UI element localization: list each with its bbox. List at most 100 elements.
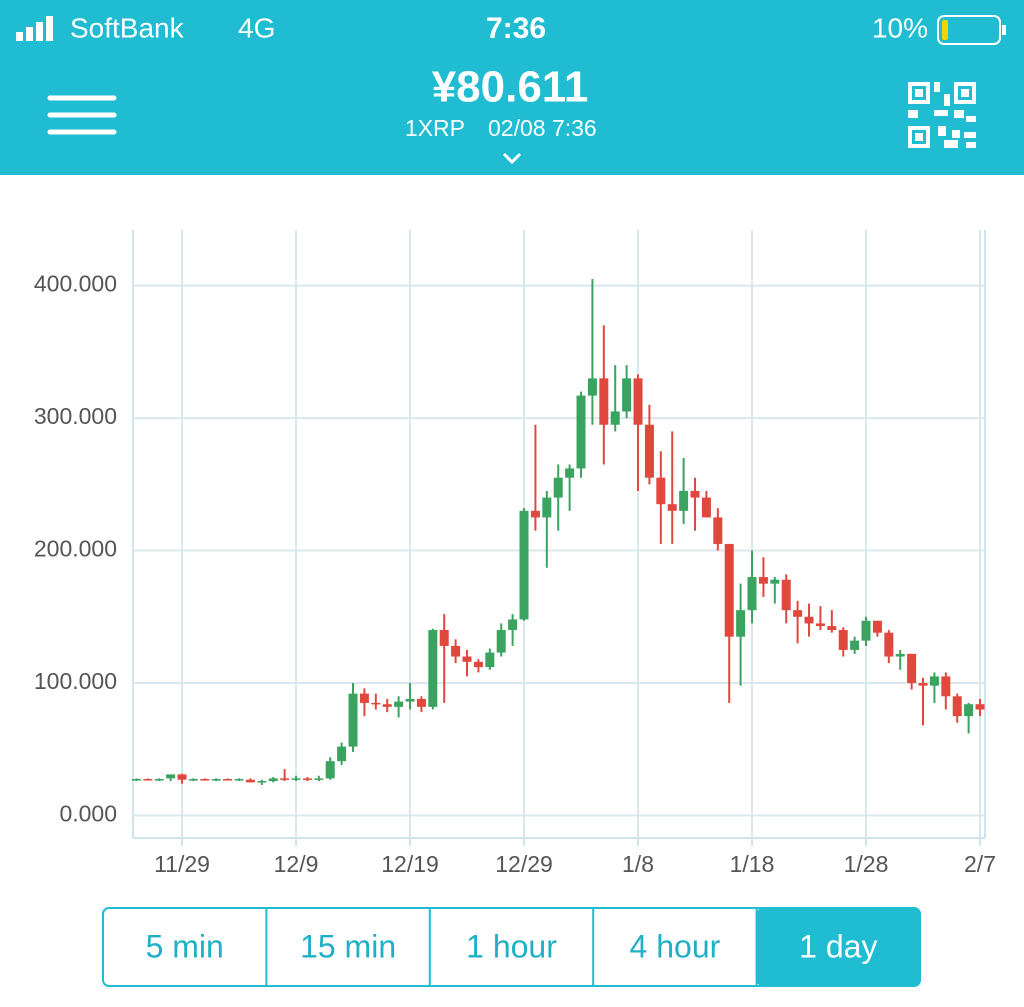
candle-body (576, 395, 586, 469)
candle-body (633, 378, 643, 425)
candle-body (587, 378, 597, 396)
candle-body (268, 778, 278, 782)
x-tick-label: 12/9 (274, 851, 319, 877)
candle-body (234, 779, 244, 781)
candle-body (964, 704, 974, 717)
candle-body (770, 579, 780, 584)
y-tick-label: 400.000 (34, 271, 117, 297)
candle-body (496, 630, 506, 653)
candle-body (314, 778, 324, 780)
candle-body (348, 693, 358, 747)
candle-body (667, 504, 677, 511)
candle-body (405, 698, 415, 702)
clock: 7:36 (486, 12, 546, 45)
candle-body (416, 698, 426, 707)
candle-body (895, 653, 905, 657)
candle-body (451, 645, 461, 657)
y-tick-label: 300.000 (34, 403, 117, 429)
candle-body (815, 623, 825, 627)
candle-body (952, 696, 962, 717)
candle-body (166, 774, 176, 779)
qr-icon[interactable] (908, 82, 976, 148)
candle-body (325, 761, 335, 779)
candle-body (656, 477, 666, 505)
candle-body (439, 630, 449, 646)
x-tick-label: 1/8 (622, 851, 654, 877)
candle-body (371, 702, 381, 705)
candle-body (280, 778, 290, 780)
candle-body (861, 620, 871, 641)
candle-body (884, 632, 894, 657)
header-bar (0, 0, 1024, 175)
carrier: SoftBank (70, 12, 185, 43)
x-tick-label: 2/7 (964, 851, 996, 877)
candle-body (758, 577, 768, 584)
candle-body (485, 652, 495, 668)
candle-body (245, 779, 255, 783)
candle-body (610, 411, 620, 425)
candle-body (941, 676, 951, 697)
candle-body (473, 661, 483, 668)
x-tick-label: 11/29 (154, 851, 210, 877)
candle-body (827, 626, 837, 631)
candle-body (622, 378, 632, 412)
candle-body (793, 610, 803, 617)
candle-body (565, 468, 575, 478)
y-tick-label: 0.000 (59, 801, 117, 827)
candle-body (188, 779, 198, 781)
interval-button[interactable]: 1 hour (466, 928, 557, 964)
candle-body (872, 620, 882, 633)
candle-body (462, 656, 472, 662)
candle-body (644, 424, 654, 478)
candle-body (838, 630, 848, 650)
candle-body (394, 701, 404, 707)
candle-body (918, 683, 928, 686)
candle-body (519, 510, 529, 620)
y-tick-label: 200.000 (34, 536, 117, 562)
signal-icon (16, 16, 53, 41)
candle-body (257, 781, 267, 783)
candle-body (736, 610, 746, 637)
dropdown-chevron[interactable] (502, 152, 522, 165)
x-tick-label: 1/18 (730, 851, 775, 877)
x-tick-label: 12/19 (381, 851, 439, 877)
candle-body (542, 497, 552, 518)
candle-body (679, 490, 689, 511)
candle-body (690, 490, 700, 498)
candle-body (508, 619, 518, 631)
candle-body (907, 653, 917, 684)
y-tick-label: 100.000 (34, 668, 117, 694)
candle-body (211, 779, 221, 781)
candle-body (154, 779, 164, 781)
candle-body (223, 779, 233, 781)
candle-body (724, 543, 734, 637)
x-tick-label: 12/29 (495, 851, 553, 877)
candle-body (747, 577, 757, 611)
interval-button[interactable]: 1 day (799, 928, 877, 964)
candle-body (553, 477, 563, 498)
candle-body (291, 778, 301, 780)
pair: 1XRP (405, 115, 465, 141)
candle-body (599, 378, 609, 425)
candle-body (359, 693, 369, 703)
candle-body (701, 497, 711, 518)
candle-body (302, 778, 312, 780)
interval-button[interactable]: 4 hour (630, 928, 721, 964)
candle-body (428, 630, 438, 707)
network: 4G (238, 12, 275, 43)
candle-body (804, 616, 814, 624)
candle-body (713, 517, 723, 544)
candle-body (382, 704, 392, 707)
battery-text: 10% (872, 12, 928, 43)
candle-body (337, 746, 347, 762)
candle-body (850, 640, 860, 650)
timestamp: 02/08 7:36 (488, 115, 597, 141)
candle-body (975, 704, 985, 710)
interval-button[interactable]: 5 min (146, 928, 224, 964)
candle-body (929, 676, 939, 686)
menu-icon[interactable] (47, 95, 117, 135)
interval-button[interactable]: 15 min (300, 928, 396, 964)
battery-icon (937, 15, 1006, 45)
candle-body (200, 779, 210, 781)
